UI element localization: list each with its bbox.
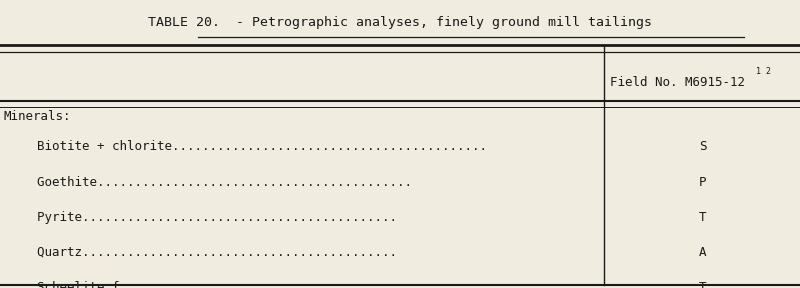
Text: Goethite..........................................: Goethite................................… xyxy=(22,175,413,189)
Text: T: T xyxy=(698,281,706,288)
Text: Quartz..........................................: Quartz..................................… xyxy=(22,246,398,259)
Text: S: S xyxy=(698,140,706,154)
Text: Pyrite..........................................: Pyrite..................................… xyxy=(22,211,398,224)
Text: Field No. M6915-12: Field No. M6915-12 xyxy=(610,75,746,89)
Text: Minerals:: Minerals: xyxy=(4,110,71,123)
Text: 1 2: 1 2 xyxy=(756,67,771,76)
Text: A: A xyxy=(698,246,706,259)
Text: T: T xyxy=(698,211,706,224)
Text: Biotite + chlorite..........................................: Biotite + chlorite......................… xyxy=(22,140,487,154)
Text: Scheelite f..........................................: Scheelite f.............................… xyxy=(22,281,435,288)
Text: P: P xyxy=(698,175,706,189)
Text: TABLE 20.  - Petrographic analyses, finely ground mill tailings: TABLE 20. - Petrographic analyses, finel… xyxy=(148,16,652,29)
